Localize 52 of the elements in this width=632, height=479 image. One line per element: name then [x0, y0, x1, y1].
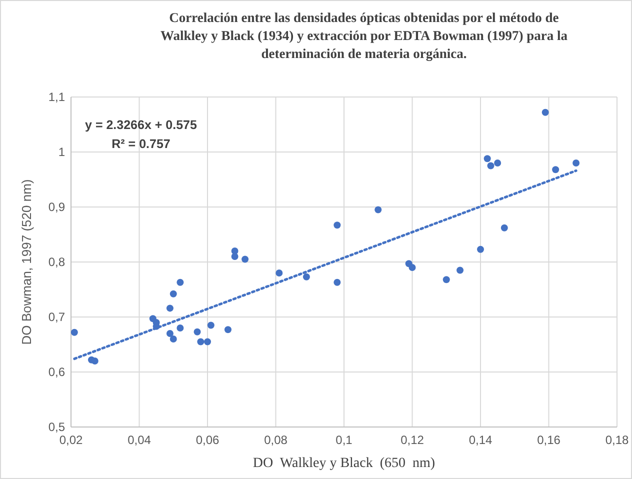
point — [194, 328, 201, 336]
point — [170, 336, 177, 342]
point — [500, 224, 508, 232]
x-tick-label: 0,04 — [128, 433, 152, 447]
y-tick-label: 0,9 — [48, 200, 66, 214]
y-tick-label: 0,6 — [48, 365, 66, 379]
x-tick-label: 0,18 — [605, 433, 629, 447]
y-axis-title: DO Bowman, 1997 (520 nm) — [19, 179, 34, 345]
x-tick-label: 0,16 — [537, 433, 561, 447]
y-tick-label: 0,7 — [48, 310, 66, 324]
point — [276, 270, 283, 276]
point — [408, 264, 416, 271]
point — [572, 160, 580, 166]
point — [170, 290, 177, 298]
point — [166, 330, 174, 337]
point — [494, 160, 502, 166]
point — [477, 246, 484, 253]
point — [224, 326, 232, 334]
chart-title: Correlación entre las densidades ópticas obtenidas por el método de Walkley y Black (1934) y extracción por EDTA Bowman (1997) para la determinación de materia orgánica. — [160, 10, 568, 61]
x-tick-label: 0,06 — [196, 433, 220, 447]
x-axis-title: DO Walkley y Black (650 nm) — [252, 456, 436, 471]
point — [207, 322, 214, 329]
x-tick-label: 0,08 — [264, 433, 288, 447]
point — [487, 162, 494, 170]
point — [542, 108, 549, 116]
point — [91, 358, 98, 364]
point — [242, 256, 249, 263]
annotation: R² = 0.757 — [112, 137, 170, 151]
y-tick-label: 0,8 — [48, 255, 66, 269]
point — [302, 273, 310, 280]
point — [70, 328, 78, 336]
point — [334, 278, 341, 286]
x-tick-label: 0,14 — [468, 433, 492, 447]
point — [197, 338, 204, 346]
y-tick-label: 0,5 — [48, 420, 66, 434]
x-tick-label: 0,02 — [59, 433, 83, 447]
point — [176, 324, 184, 332]
y-tick-label: 1,1 — [48, 90, 66, 104]
point — [166, 304, 174, 312]
point — [552, 166, 560, 174]
point — [484, 155, 491, 162]
point — [442, 276, 450, 284]
x-tick-label: 0,12 — [400, 433, 424, 447]
annotation: y = 2.3266x + 0.575 — [85, 118, 197, 132]
y-tick-label: 1 — [58, 145, 66, 159]
point — [176, 278, 184, 286]
point — [204, 338, 211, 346]
x-tick-label: 0,1 — [336, 433, 353, 447]
point — [334, 222, 341, 229]
point — [231, 253, 238, 260]
point — [456, 266, 464, 274]
point — [374, 206, 382, 214]
